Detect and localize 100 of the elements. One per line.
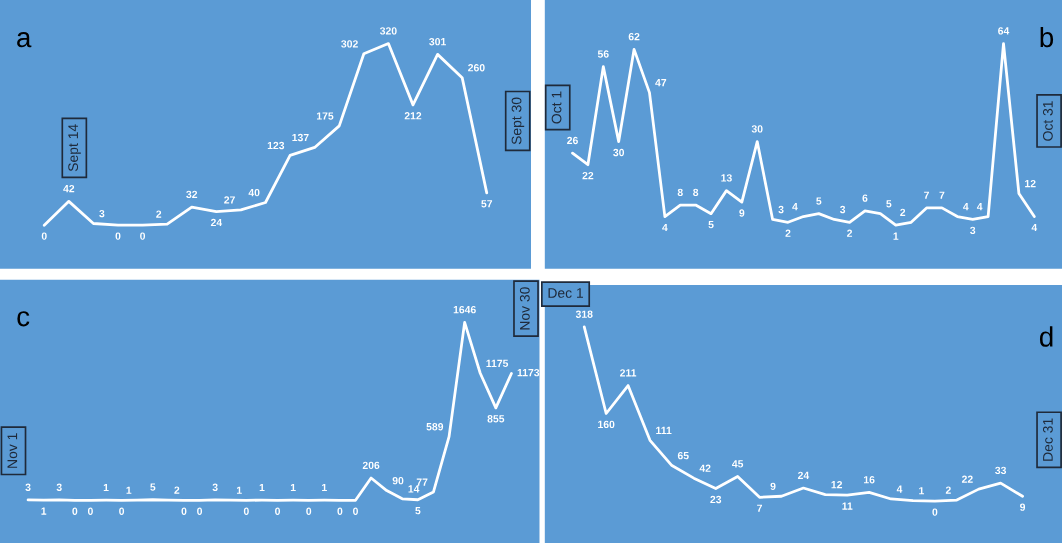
annotation: b (1040, 26, 1054, 48)
data-label: 318 (575, 310, 593, 318)
data-label: 111 (656, 426, 672, 435)
data-label: 42 (699, 464, 711, 472)
data-label: 4 (963, 203, 969, 211)
text: Nov 30 (519, 287, 530, 330)
data-label: 5 (415, 507, 421, 515)
data-label: 6 (862, 194, 868, 202)
data-label: 175 (316, 112, 334, 120)
data-label: 302 (341, 40, 358, 48)
data-label: 5 (708, 220, 714, 229)
data-label: 160 (598, 420, 615, 429)
data-label: 1 (893, 232, 899, 240)
data-label: 0 (72, 507, 78, 515)
data-label: 77 (416, 478, 428, 486)
data-label: 3 (56, 483, 62, 491)
data-label: 0 (115, 232, 121, 240)
data-label: 12 (831, 481, 843, 489)
data-label: 16 (864, 476, 875, 484)
data-label: 1173 (517, 368, 540, 377)
data-label: 42 (63, 184, 75, 193)
data-label: 212 (404, 112, 422, 120)
data-label: 0 (119, 507, 125, 515)
data-label: 1 (103, 483, 109, 492)
data-label: 30 (751, 125, 763, 133)
text: a (17, 32, 32, 48)
data-label: 0 (181, 507, 187, 515)
text: Sept 30 (511, 97, 525, 145)
annotation: Sept 14 (68, 124, 81, 172)
data-label: 32 (186, 190, 198, 199)
data-label: 4 (896, 485, 903, 493)
data-label: 0 (87, 507, 93, 515)
data-label: 260 (468, 64, 485, 72)
annotation: c (17, 311, 30, 327)
data-label: 1646 (453, 305, 476, 314)
text: Dec 31 (1042, 418, 1053, 461)
data-label: 1 (236, 486, 242, 494)
data-label: 211 (620, 369, 637, 377)
data-label: 27 (224, 196, 235, 204)
data-label: 90 (392, 476, 404, 485)
data-label: 1 (290, 483, 296, 492)
data-label: 1 (41, 507, 47, 515)
data-label: 24 (210, 218, 223, 227)
data-label: 4 (662, 223, 668, 232)
data-label: 7 (757, 504, 763, 512)
data-label: 22 (582, 171, 594, 180)
data-label: 1 (919, 487, 925, 495)
data-label: 9 (1020, 503, 1026, 511)
data-label: 23 (710, 495, 722, 504)
data-label: 56 (597, 50, 609, 58)
data-label: 0 (275, 507, 281, 515)
data-label: 65 (677, 451, 689, 460)
data-label: 47 (655, 79, 667, 87)
text: d (1039, 326, 1053, 347)
data-label: 1 (126, 486, 132, 494)
data-label: 0 (337, 507, 343, 515)
data-label: 206 (362, 461, 380, 470)
data-label: 4 (792, 203, 798, 211)
data-label: 3 (99, 209, 105, 218)
data-label: 5 (886, 200, 892, 208)
data-label: 2 (156, 210, 162, 218)
data-label: 4 (976, 203, 983, 211)
data-label: 7 (939, 191, 945, 199)
data-label: 0 (306, 507, 312, 515)
data-label: 13 (721, 174, 732, 182)
data-label: 4 (1031, 223, 1038, 232)
data-label: 2 (900, 208, 906, 216)
data-label: 301 (429, 37, 446, 46)
data-label: 3 (778, 205, 784, 214)
data-label: 0 (932, 508, 938, 516)
data-label: 7 (924, 191, 929, 199)
data-label: 8 (693, 188, 699, 197)
data-label: 64 (998, 27, 1010, 35)
data-label: 0 (197, 507, 203, 515)
data-label: 3 (25, 483, 31, 491)
data-label: 14 (408, 485, 420, 493)
data-label: 57 (481, 200, 493, 208)
data-label: 30 (613, 148, 625, 157)
data-label: 1 (322, 483, 327, 492)
data-label: 9 (739, 209, 745, 217)
data-label: 33 (995, 466, 1007, 475)
text: Dec 1 (548, 288, 583, 298)
data-label: 24 (797, 471, 810, 479)
data-label: 589 (426, 423, 444, 431)
data-label: 137 (292, 133, 309, 142)
data-label: 11 (842, 502, 853, 510)
data-label: 22 (961, 475, 973, 483)
data-label: 40 (248, 188, 260, 197)
data-label: 0 (243, 507, 249, 515)
data-label: 123 (267, 141, 285, 150)
data-label: 1175 (486, 359, 509, 368)
data-label: 2 (847, 229, 853, 237)
data-label: 12 (1025, 179, 1036, 188)
data-label: 3 (212, 483, 218, 491)
data-label: 2 (174, 486, 180, 494)
text: Oct 1 (551, 91, 562, 124)
data-label: 0 (353, 507, 358, 515)
data-label: 0 (140, 232, 146, 240)
text: Oct 31 (1042, 101, 1053, 141)
data-label: 1 (259, 483, 265, 492)
